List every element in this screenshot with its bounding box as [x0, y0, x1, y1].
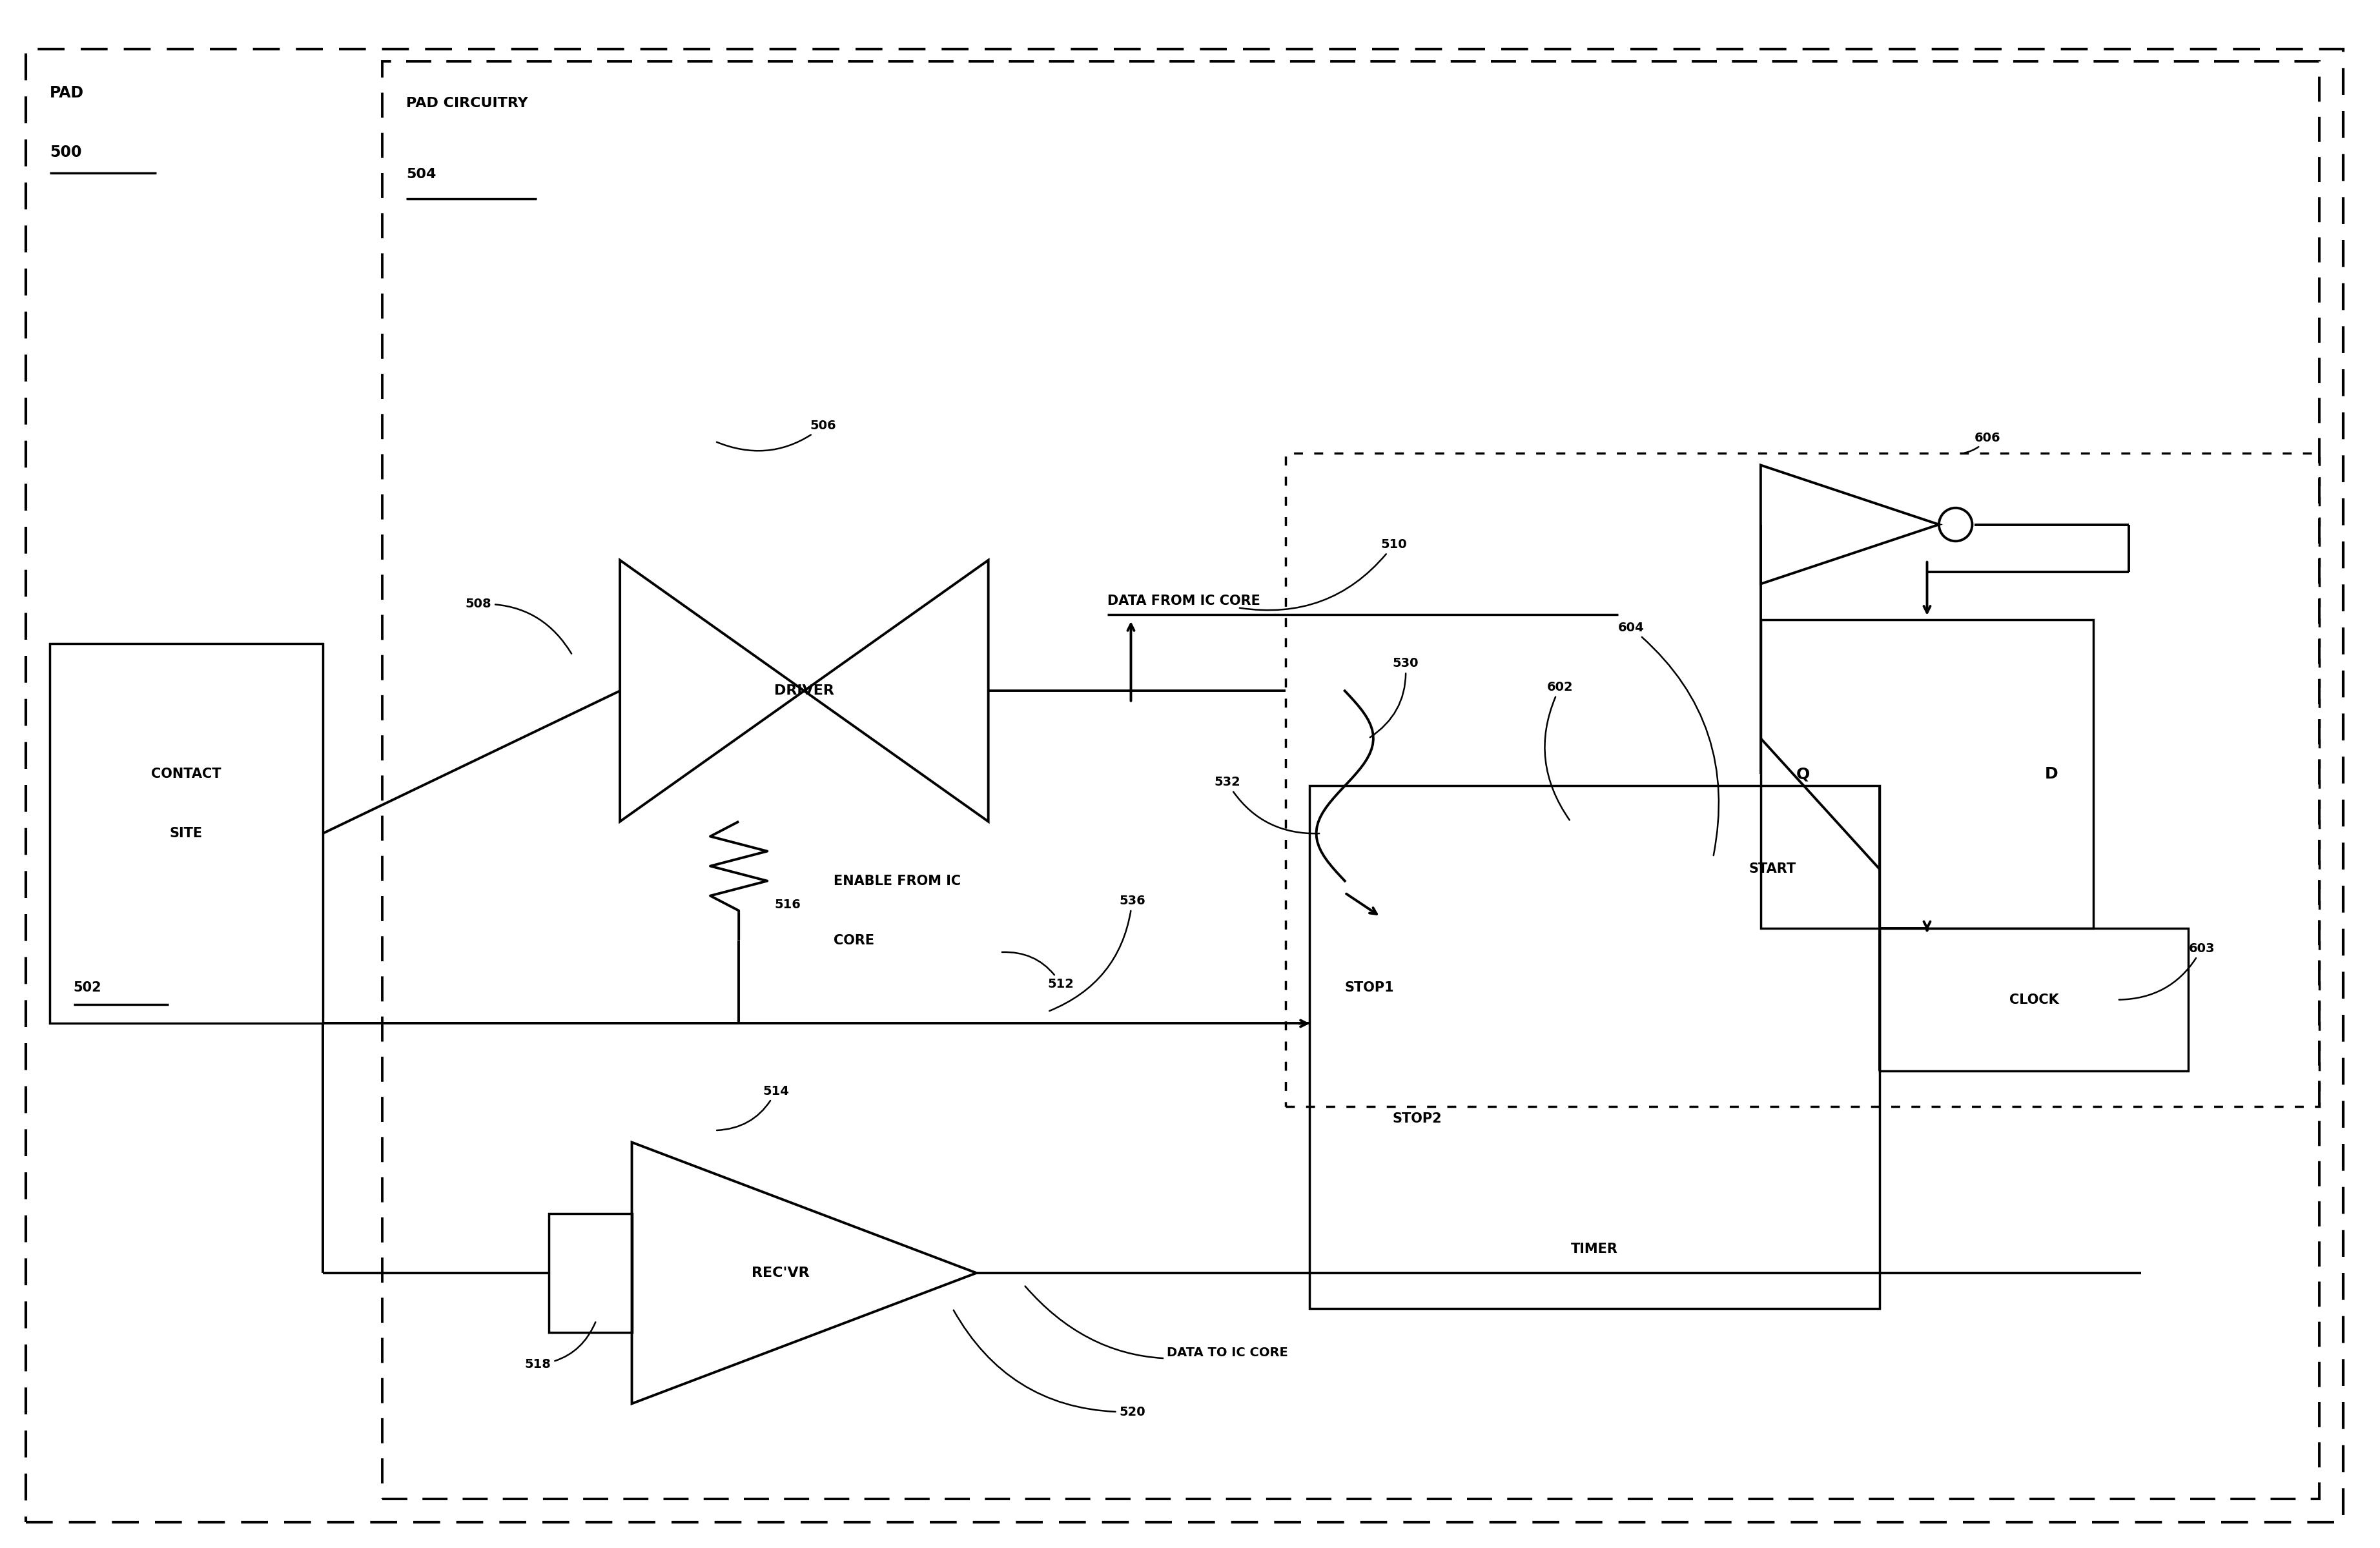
- Text: DRIVER: DRIVER: [774, 684, 833, 697]
- Text: 602: 602: [1545, 681, 1573, 820]
- Text: CORE: CORE: [833, 933, 873, 947]
- Text: STOP1: STOP1: [1345, 981, 1395, 994]
- Text: 502: 502: [74, 981, 102, 994]
- Text: DATA FROM IC CORE: DATA FROM IC CORE: [1107, 594, 1259, 608]
- Text: PAD CIRCUITRY: PAD CIRCUITRY: [407, 98, 528, 110]
- Text: D: D: [2044, 766, 2056, 782]
- Text: CONTACT: CONTACT: [152, 768, 221, 780]
- Text: 518: 518: [524, 1322, 595, 1370]
- Text: 530: 530: [1371, 658, 1418, 737]
- Text: 603: 603: [2118, 943, 2213, 1000]
- Text: 510: 510: [1240, 539, 1407, 610]
- Text: Q: Q: [1797, 766, 1809, 782]
- Text: ENABLE FROM IC: ENABLE FROM IC: [833, 875, 962, 887]
- Text: REC'VR: REC'VR: [752, 1266, 809, 1279]
- Text: START: START: [1749, 862, 1795, 876]
- Text: 514: 514: [716, 1085, 788, 1130]
- Text: 500: 500: [50, 144, 81, 159]
- Text: 604: 604: [1618, 622, 1718, 856]
- Text: 516: 516: [774, 898, 800, 910]
- Text: PAD: PAD: [50, 85, 83, 101]
- Text: 606: 606: [1964, 432, 1999, 454]
- Text: 512: 512: [1002, 952, 1073, 991]
- Text: TIMER: TIMER: [1571, 1243, 1618, 1255]
- Text: 508: 508: [466, 598, 571, 653]
- Text: 520: 520: [954, 1310, 1145, 1418]
- Text: STOP2: STOP2: [1392, 1111, 1442, 1125]
- Text: CLOCK: CLOCK: [2009, 994, 2059, 1006]
- Text: DATA TO IC CORE: DATA TO IC CORE: [1026, 1286, 1288, 1359]
- Text: 506: 506: [716, 420, 835, 450]
- Text: 504: 504: [407, 169, 436, 181]
- Text: 536: 536: [1050, 895, 1145, 1011]
- Text: 532: 532: [1214, 776, 1319, 833]
- Text: SITE: SITE: [169, 827, 202, 841]
